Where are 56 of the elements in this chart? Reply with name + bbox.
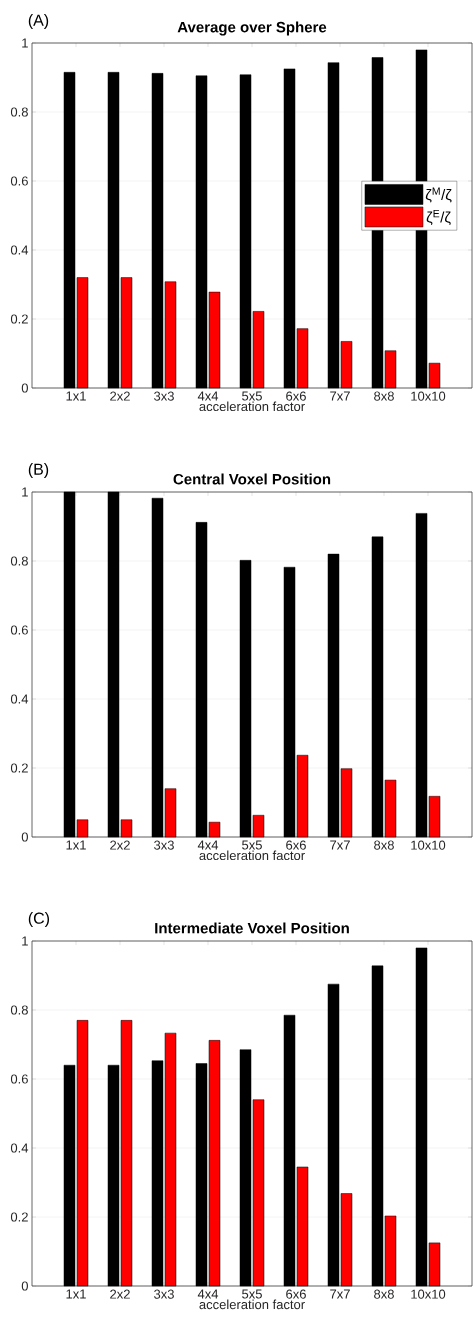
x-tick-label: 2x2 (110, 1289, 130, 1299)
y-tick-label: 0.6 (10, 176, 28, 186)
x-tick-label: 8x8 (374, 840, 394, 850)
x-tick-label: 3x3 (154, 1289, 174, 1299)
y-tick-label: 0.4 (10, 694, 29, 704)
x-tick-label: 4x4 (197, 1289, 219, 1299)
x-tick-label: 2x2 (110, 840, 130, 850)
x-axis-title: acceleration factor (199, 1299, 305, 1310)
x-tick-label: 1x1 (66, 840, 86, 850)
y-tick-label: 0.8 (10, 1005, 28, 1015)
x-tick-label: 7x7 (330, 840, 350, 850)
x-axis-title: acceleration factor (199, 401, 305, 412)
x-tick-label: 3x3 (154, 840, 174, 850)
y-tick-label: 0 (21, 1281, 28, 1291)
y-tick-label: 0 (21, 832, 28, 842)
x-tick-label: 7x7 (330, 1289, 350, 1299)
x-tick-label: 10x10 (411, 840, 446, 850)
x-tick-label: 10x10 (411, 391, 446, 401)
y-tick-label: 1 (22, 487, 28, 497)
y-tick-label: 0 (21, 383, 28, 393)
x-tick-label: 10x10 (411, 1289, 446, 1299)
chart-title: Central Voxel Position (173, 473, 331, 485)
x-tick-label: 6x6 (286, 391, 306, 401)
x-tick-label: 1x1 (66, 391, 86, 401)
text: (C) (28, 912, 50, 928)
x-axis-title: acceleration factor (199, 850, 305, 861)
chart-title: Average over Sphere (177, 21, 327, 36)
text: (A) (28, 14, 49, 29)
x-tick-label: 5x5 (242, 391, 262, 401)
chart-title: Intermediate Voxel Position (155, 922, 349, 934)
x-tick-label: 5x5 (242, 840, 262, 850)
legend-label: ζ$^{M}$/ζ (425, 187, 452, 203)
y-tick-label: 1 (22, 936, 28, 946)
y-tick-label: 0.6 (10, 625, 28, 635)
y-tick-label: 0.2 (10, 1212, 28, 1222)
y-tick-label: 0.6 (10, 1074, 28, 1084)
y-tick-label: 0.8 (10, 107, 28, 117)
text: (B) (28, 463, 49, 479)
x-tick-label: 5x5 (242, 1289, 262, 1299)
y-tick-label: 0.2 (10, 314, 28, 324)
y-tick-label: 0.8 (10, 556, 28, 566)
x-tick-label: 7x7 (330, 391, 350, 401)
x-tick-label: 6x6 (286, 840, 306, 850)
x-tick-label: 8x8 (374, 391, 394, 401)
y-tick-label: 0.4 (10, 1143, 29, 1153)
x-tick-label: 4x4 (197, 391, 219, 401)
y-tick-label: 0.4 (10, 245, 29, 255)
x-tick-label: 1x1 (66, 1289, 86, 1299)
legend-label: ζ$^{E}$/ζ (426, 209, 451, 225)
x-tick-label: 8x8 (374, 1289, 394, 1299)
x-tick-label: 2x2 (110, 391, 130, 401)
x-tick-label: 3x3 (154, 391, 174, 401)
x-tick-label: 6x6 (286, 1289, 306, 1299)
y-tick-label: 0.2 (10, 763, 28, 773)
y-tick-label: 1 (22, 38, 28, 48)
x-tick-label: 4x4 (197, 840, 219, 850)
